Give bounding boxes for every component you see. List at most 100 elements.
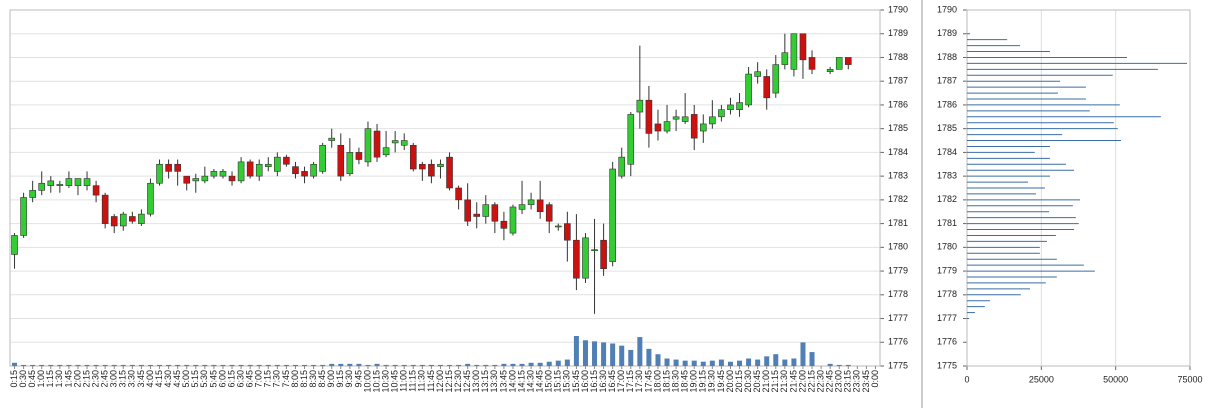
volume-bar — [39, 364, 45, 366]
candle-body — [274, 156, 281, 172]
candle-body — [11, 235, 18, 255]
volume-bar — [30, 364, 36, 366]
y-tick-label: 1786 — [888, 99, 908, 109]
x-tick-label: 17:15 — [625, 370, 635, 393]
x-tick-label: 21:15 — [770, 370, 780, 393]
x-tick-label: 1:30 — [54, 370, 64, 388]
volume-bar — [120, 364, 126, 366]
volume-bar — [157, 364, 163, 366]
candle-body — [65, 178, 73, 186]
x-tick-label: 20:30 — [743, 370, 753, 393]
x-tick-label: 22:30 — [815, 370, 825, 393]
candle-body — [745, 73, 752, 106]
x-tick-label: 18:30 — [670, 370, 680, 393]
candle-body — [500, 220, 508, 229]
x-tick-label: 3:45 — [136, 370, 146, 388]
x-tick-label: 9:30 — [344, 370, 354, 388]
x-tick-label: 14:45 — [535, 370, 545, 393]
candle-body — [201, 175, 209, 182]
y-tick-label: 1783 — [937, 171, 957, 181]
x-tick-label: 21:00 — [761, 370, 771, 393]
y-tick-label: 1785 — [888, 123, 908, 133]
volume-bar — [610, 343, 616, 366]
candle-body — [835, 57, 843, 70]
volume-bar — [727, 361, 733, 366]
volume-bar — [791, 358, 797, 366]
candle-body — [699, 123, 707, 132]
x-tick-label: 12:15 — [444, 370, 454, 393]
volume-bar — [628, 349, 634, 366]
volume-bar — [338, 363, 344, 366]
y-tick-label: 1780 — [888, 242, 908, 252]
volume-bar — [410, 364, 416, 366]
candle-body — [491, 204, 499, 222]
candle-body — [56, 184, 64, 186]
volume-bar — [84, 364, 90, 366]
candle-body — [310, 163, 317, 177]
x-tick-label: 15:45 — [571, 370, 581, 393]
volume-bar — [528, 362, 534, 366]
y-tick-label: 1790 — [888, 4, 908, 14]
x-tick-label: 18:15 — [661, 370, 671, 393]
x-tick-label: 10:15 — [371, 370, 381, 393]
candle-body — [283, 156, 290, 165]
volume-bar — [175, 364, 181, 366]
volume-bar — [93, 364, 99, 366]
x-tick-label: 22:15 — [806, 370, 816, 393]
volume-bar — [111, 364, 117, 366]
volume-bar — [718, 359, 724, 366]
x-tick-label: 18:00 — [652, 370, 662, 393]
candle-body — [346, 152, 354, 175]
x-tick-label: 6:30 — [235, 370, 245, 388]
y-tick-label: 1778 — [937, 289, 957, 299]
candle-body — [627, 114, 635, 165]
candle-body — [754, 71, 761, 77]
y-tick-label: 1789 — [937, 28, 957, 38]
x-tick-label: 50000 — [1103, 374, 1128, 384]
x-tick-label: 75000 — [1177, 374, 1202, 384]
candle-body — [618, 156, 626, 177]
volume-bar — [21, 364, 27, 366]
x-tick-label: 10:00 — [362, 370, 372, 393]
volume-bar — [329, 363, 335, 366]
y-tick-label: 1777 — [888, 313, 908, 323]
candle-body — [119, 213, 127, 227]
y-tick-label: 1780 — [937, 242, 957, 252]
y-tick-label: 1784 — [888, 147, 908, 157]
volume-bar — [447, 364, 453, 366]
volume-bar — [483, 364, 489, 366]
y-tick-label: 1778 — [888, 289, 908, 299]
candle-body — [781, 52, 789, 65]
candle-body — [165, 163, 172, 172]
volume-bar — [292, 364, 298, 366]
volume-bar — [664, 358, 670, 366]
candle-body — [527, 199, 535, 205]
volume-bar — [492, 364, 498, 366]
volume-bar — [392, 364, 398, 366]
candle-body — [328, 137, 336, 141]
y-tick-label: 1775 — [937, 360, 957, 370]
y-tick-label: 1787 — [937, 76, 957, 86]
volume-bar — [764, 356, 770, 366]
y-tick-label: 1784 — [937, 147, 957, 157]
volume-bar — [836, 364, 842, 366]
volume-bar — [800, 342, 806, 366]
x-tick-label: 8:30 — [308, 370, 318, 388]
candle-body — [409, 144, 417, 170]
x-tick-label: 1:00 — [36, 370, 46, 388]
volume-bar — [57, 364, 63, 366]
volume-bar — [75, 364, 81, 366]
y-tick-label: 1779 — [888, 265, 908, 275]
volume-bar — [238, 364, 244, 366]
x-tick-label: 9:15 — [335, 370, 345, 388]
x-tick-label: 22:45 — [825, 370, 835, 393]
x-tick-label: 2:30 — [90, 370, 100, 388]
x-tick-label: 4:30 — [163, 370, 173, 388]
candle-body — [609, 168, 616, 262]
volume-bar — [12, 362, 18, 366]
x-tick-label: 8:00 — [290, 370, 300, 388]
volume-bar — [691, 360, 697, 366]
volume-bar — [519, 363, 525, 366]
